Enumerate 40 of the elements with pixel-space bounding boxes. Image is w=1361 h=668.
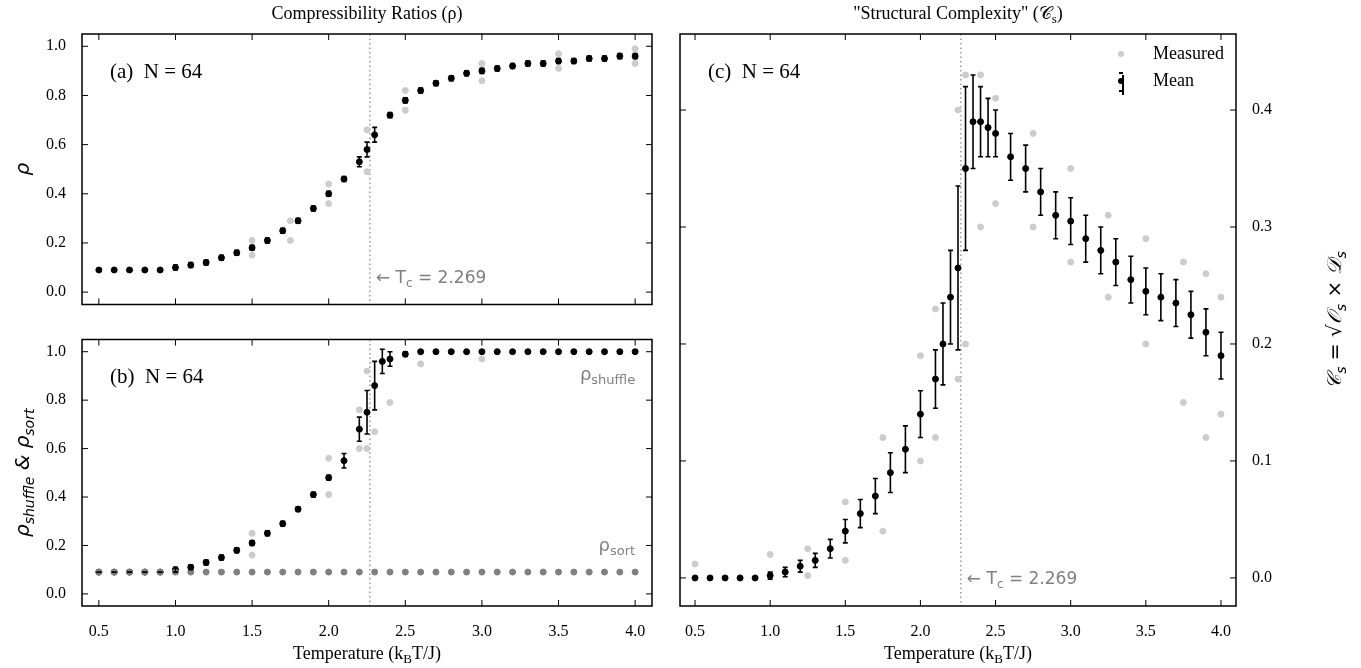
y-tick-label: 0.0 [46,282,66,300]
chart-title: Compressibility Ratios (ρ) [271,2,463,24]
x-tick-label: 4.0 [1210,621,1231,639]
y2-tick-label: 0.3 [1252,217,1272,235]
y-tick-label: 0.2 [46,233,66,251]
x-tick-label: 0.5 [685,621,706,639]
y-tick-label: 1.0 [46,36,66,54]
x-tick-label: 1.5 [835,621,856,639]
x-tick-label: 0.5 [88,621,109,639]
x-tick-label: 1.0 [165,621,186,639]
x-tick-label: 2.0 [910,621,931,639]
y2-tick-label: 0.4 [1252,100,1272,118]
x-tick-label: 1.0 [760,621,781,639]
annotation: (c) N = 64 [708,58,801,83]
x-tick-label: 3.0 [471,621,492,639]
x-tick-label: 3.0 [1060,621,1081,639]
y2-tick-label: 0.0 [1252,568,1272,586]
y-tick-label: 0.4 [46,487,66,505]
x-tick-label: 2.0 [318,621,339,639]
y-axis-title: ρ [10,162,35,176]
legend-label: Mean [1153,69,1194,92]
y-tick-label: 0.8 [46,390,66,408]
legend-label: Measured [1153,42,1224,65]
x-tick-label: 2.5 [395,621,416,639]
x-tick-label: 3.5 [1135,621,1156,639]
y2-tick-label: 0.1 [1252,451,1272,469]
x-tick-label: 3.5 [548,621,569,639]
y2-tick-label: 0.2 [1252,334,1272,352]
y-tick-label: 1.0 [46,341,66,359]
y-tick-label: 0.8 [46,85,66,103]
annotation: (a) N = 64 [110,58,203,83]
y-tick-label: 0.2 [46,535,66,553]
x-tick-label: 1.5 [242,621,263,639]
y-tick-label: 0.0 [46,584,66,602]
y-tick-label: 0.4 [46,183,66,201]
x-tick-label: 4.0 [625,621,646,639]
annotation: (b) N = 64 [110,364,204,389]
x-tick-label: 2.5 [985,621,1006,639]
y-tick-label: 0.6 [46,134,66,152]
y-tick-label: 0.6 [46,438,66,456]
